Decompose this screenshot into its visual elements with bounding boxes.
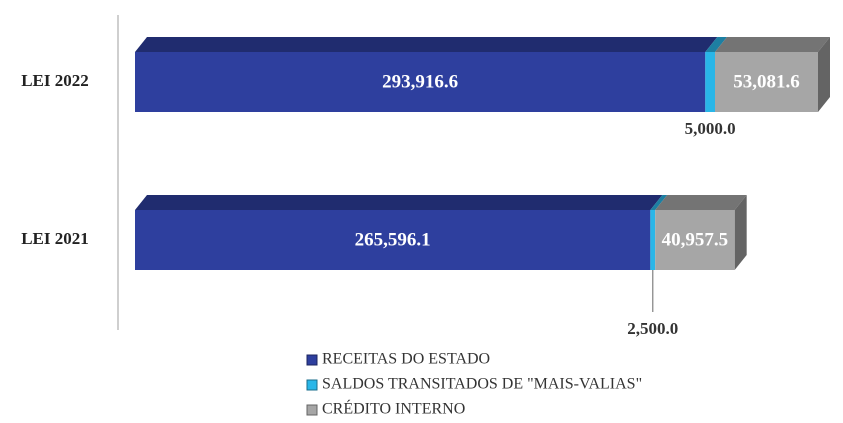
bar-side-face — [734, 195, 747, 270]
bar-side-face — [818, 37, 830, 112]
legend-label: CRÉDITO INTERNO — [322, 399, 465, 418]
bar-top-face — [655, 195, 747, 210]
bar-segment — [655, 195, 747, 270]
legend-label: RECEITAS DO ESTADO — [322, 351, 490, 368]
legend-label: SALDOS TRANSITADOS DE "MAIS-VALIAS" — [322, 376, 642, 393]
bar-front-face — [135, 52, 706, 112]
category-label: LEI 2021 — [21, 229, 89, 248]
bar-top-face — [650, 195, 668, 210]
bar-top-face — [715, 37, 830, 52]
bar-top-face — [135, 37, 718, 52]
value-label: 265,596.1 — [355, 229, 431, 250]
category-label: LEI 2022 — [21, 71, 89, 90]
bar-top-face — [705, 37, 728, 52]
bar-segment — [705, 37, 728, 112]
bar-front-face — [650, 210, 656, 270]
bar-segment — [650, 195, 668, 270]
bar-segment — [135, 195, 663, 270]
bar-segment — [715, 37, 830, 112]
bar-segment — [135, 37, 718, 112]
value-label: 2,500.0 — [627, 319, 678, 338]
bar-front-face — [715, 52, 818, 112]
bar-front-face — [655, 210, 735, 270]
value-label: 5,000.0 — [685, 119, 736, 138]
bar-top-face — [135, 195, 663, 210]
bar-front-face — [705, 52, 716, 112]
value-label: 53,081.6 — [733, 71, 800, 92]
legend-swatch — [306, 354, 318, 366]
legend-swatch — [306, 404, 318, 416]
value-label: 40,957.5 — [662, 229, 729, 250]
value-label: 293,916.6 — [382, 71, 458, 92]
bar-front-face — [135, 210, 651, 270]
legend-swatch — [306, 379, 318, 391]
